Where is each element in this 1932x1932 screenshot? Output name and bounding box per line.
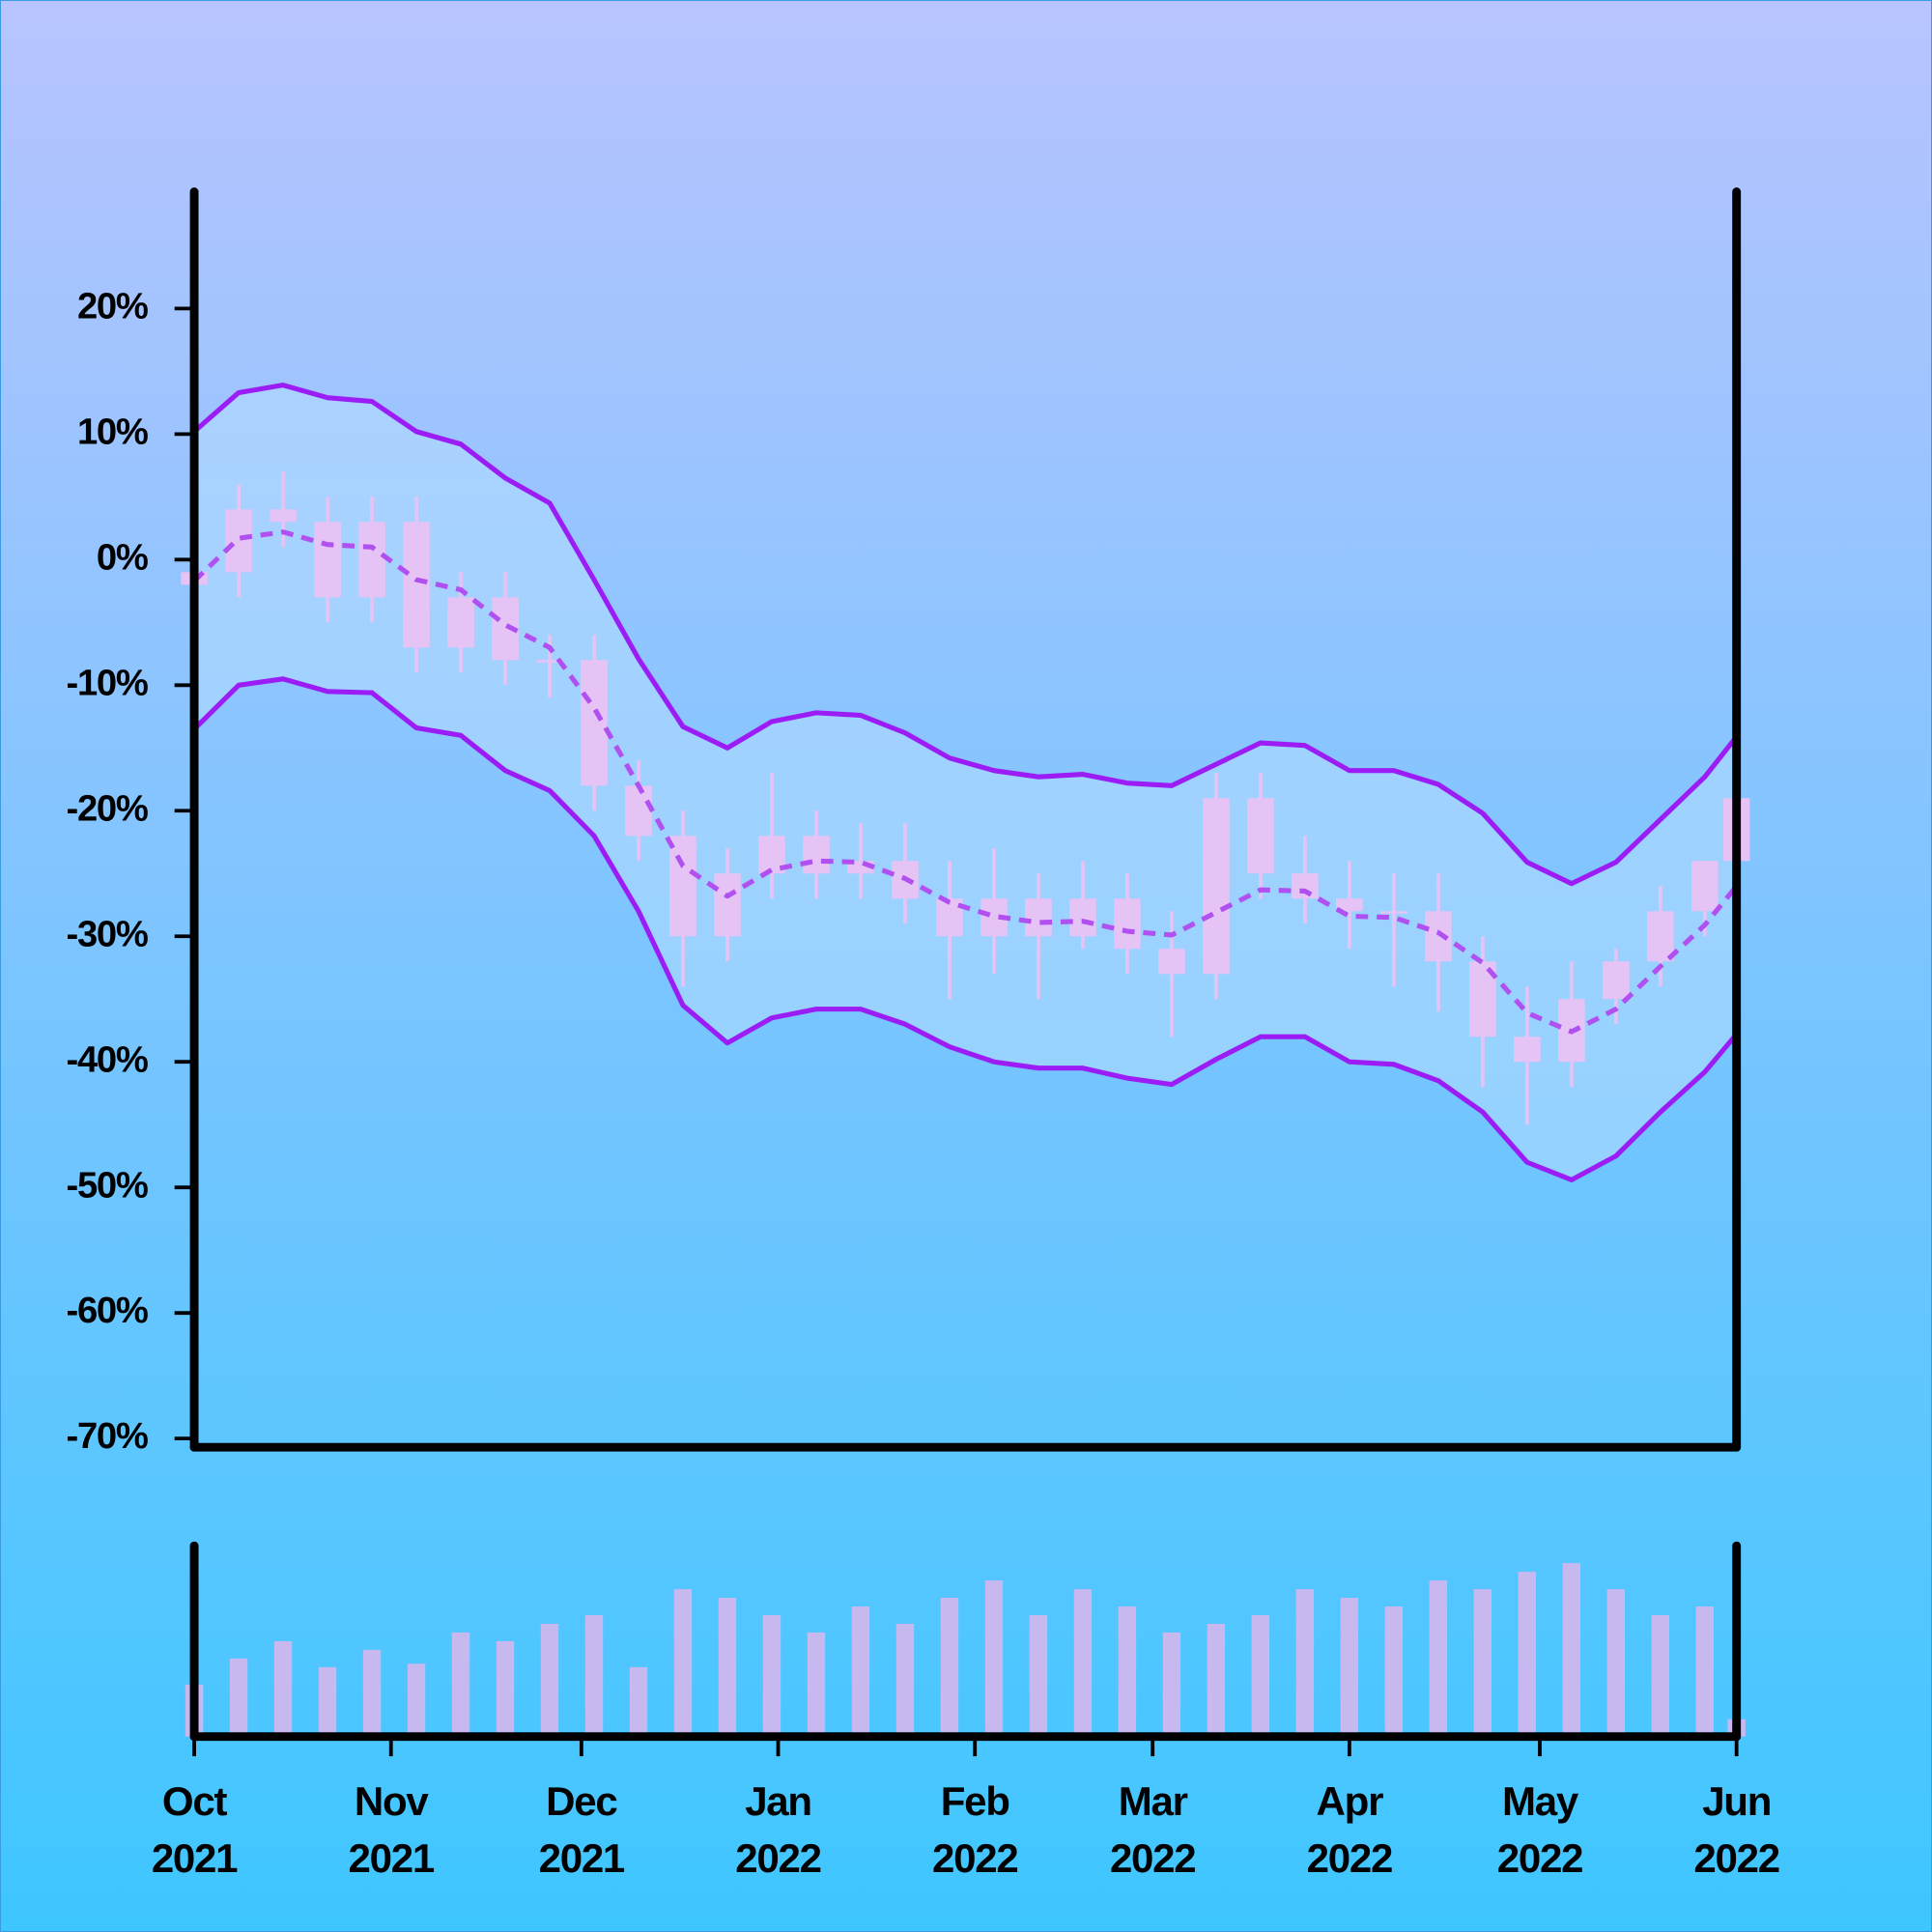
candle-body — [1691, 861, 1719, 912]
candle-body — [581, 660, 608, 786]
x-tick-label-box: May 2022 — [1496, 1777, 1584, 1881]
candle-body — [403, 522, 430, 648]
x-tick-label: Dec 2021 — [538, 1777, 626, 1881]
volume-bar — [1651, 1614, 1670, 1737]
volume-bar — [1606, 1589, 1626, 1737]
x-tick-label: May 2022 — [1496, 1777, 1584, 1881]
candle-body — [1647, 911, 1674, 962]
volume-bar — [1162, 1632, 1181, 1737]
candle-body — [803, 836, 830, 874]
x-tick-label-box: Feb 2022 — [931, 1777, 1019, 1881]
y-tick-label: 20% — [77, 285, 148, 327]
x-tick-label-box: Jan 2022 — [735, 1777, 822, 1881]
x-tick-label: Jan 2022 — [735, 1777, 822, 1881]
y-tick-label: -50% — [67, 1164, 148, 1206]
x-tick-label: Nov 2021 — [348, 1777, 435, 1881]
y-tick-label: 10% — [77, 411, 148, 452]
y-tick-label: -10% — [67, 662, 148, 703]
volume-bar — [1340, 1598, 1359, 1737]
y-tick-label: -30% — [67, 913, 148, 954]
volume-bar — [851, 1606, 870, 1737]
x-tick-label: Apr 2022 — [1306, 1777, 1394, 1881]
volume-bar — [673, 1589, 693, 1737]
volume-bar — [895, 1623, 915, 1737]
candle-body — [1247, 798, 1274, 874]
volume-bar — [1251, 1614, 1270, 1737]
candle-body — [270, 509, 297, 523]
x-tick-label-box: Oct 2021 — [151, 1777, 239, 1881]
candle-body — [714, 873, 741, 937]
volume-bar — [1473, 1589, 1492, 1737]
volume-bar — [762, 1614, 781, 1737]
volume-bar — [229, 1658, 248, 1737]
candle-body — [225, 509, 252, 573]
volume-bar — [1295, 1589, 1315, 1737]
candle-body — [1025, 898, 1052, 937]
volume-bar — [1029, 1614, 1048, 1737]
volume-bar — [1118, 1606, 1137, 1737]
candle-body — [1069, 898, 1096, 937]
y-tick-label: -40% — [67, 1038, 148, 1080]
candle-body — [1158, 949, 1185, 975]
volume-bar — [496, 1640, 515, 1737]
volume-bar — [584, 1614, 604, 1737]
x-tick-label-box: Dec 2021 — [538, 1777, 626, 1881]
volume-bar — [1207, 1623, 1226, 1737]
candle-body — [1336, 898, 1363, 912]
x-tick-label-box: Apr 2022 — [1306, 1777, 1394, 1881]
band-fill — [194, 384, 1737, 1180]
volume-bar — [1429, 1580, 1448, 1737]
lower-band — [192, 676, 1739, 1182]
volume-bar — [940, 1598, 959, 1737]
volume-bar — [540, 1623, 559, 1737]
candle-body — [669, 836, 696, 937]
volume-bar — [362, 1649, 382, 1737]
volume-bar — [318, 1666, 337, 1737]
candle-body — [1380, 911, 1407, 914]
y-tick-label: -20% — [67, 787, 148, 829]
x-tick-label-box: Mar 2022 — [1109, 1777, 1197, 1881]
candle-body — [625, 785, 652, 837]
x-tick-label: Mar 2022 — [1109, 1777, 1197, 1881]
volume-bar — [1073, 1589, 1093, 1737]
x-tick-label: Feb 2022 — [931, 1777, 1019, 1881]
candle-body — [536, 660, 563, 663]
candle-body — [1203, 798, 1230, 975]
volume-bar — [407, 1663, 426, 1737]
volume-bar — [718, 1598, 737, 1737]
candle-body — [1514, 1037, 1541, 1063]
x-tick-label: Oct 2021 — [151, 1777, 239, 1881]
y-tick-label: -70% — [67, 1415, 148, 1457]
volume-bar — [984, 1580, 1004, 1737]
volume-bar — [807, 1632, 826, 1737]
upper-band — [192, 383, 1739, 887]
volume-bar — [1695, 1606, 1715, 1737]
volume-bar — [451, 1632, 470, 1737]
x-tick-label: Jun 2022 — [1693, 1777, 1780, 1881]
volume-bar — [273, 1640, 293, 1737]
candle-body — [1114, 898, 1141, 950]
volume-bar — [1384, 1606, 1404, 1737]
x-tick-label-box: Nov 2021 — [348, 1777, 435, 1881]
volume-bar — [629, 1666, 648, 1737]
candle-body — [447, 597, 474, 648]
y-tick-label: 0% — [97, 536, 148, 578]
x-tick-label-box: Jun 2022 — [1693, 1777, 1780, 1881]
middle-band — [192, 529, 1739, 1035]
candle-body — [358, 522, 385, 598]
y-tick-label: -60% — [67, 1290, 148, 1331]
candle-body — [1292, 873, 1319, 899]
candle-body — [1603, 961, 1630, 1000]
candle-body — [314, 522, 341, 598]
volume-bar — [1518, 1572, 1537, 1737]
volume-bar — [1562, 1563, 1581, 1737]
